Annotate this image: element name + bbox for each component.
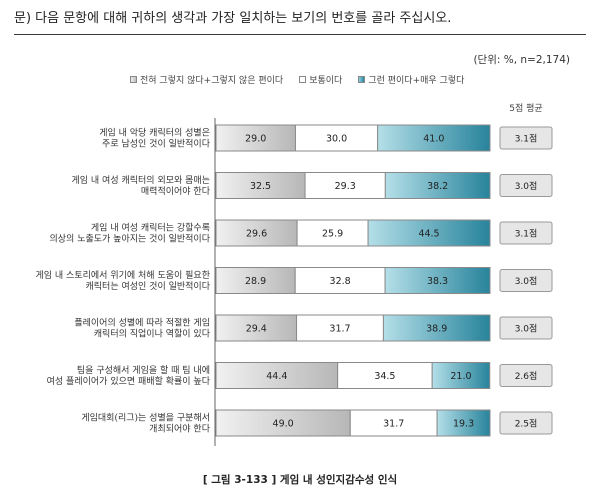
row-label-line: 주로 남성인 것이 일반적이다 [102,138,211,150]
row-label-line: 캐릭터는 여성인 것이 일반적이다 [85,280,210,292]
data-label-agree: 41.0 [423,134,444,145]
row-label-line: 캐릭터의 직업이나 역할이 있다 [94,328,211,340]
row-label-line: 팀을 구성해서 게임을 할 때 팀 내에 [77,364,210,376]
bar-segment-disagree [215,314,298,342]
chart-row: 팀을 구성해서 게임을 할 때 팀 내에 여성 플레이어가 있으면 패배할 확률이… [47,362,553,389]
bar-segment-neutral [349,409,438,437]
stacked-bar-chart: 게임 내 악당 캐릭터의 성별은 주로 남성인 것이 일반적이다 29.0 30.0 4… [36,118,553,446]
data-label-disagree: 44.4 [266,371,287,382]
unit-label: (단위: %, n=2,174) [473,54,570,66]
row-label-line: 게임 내 악당 캐릭터의 성별은 [99,127,210,139]
data-label-agree: 38.3 [427,276,448,287]
data-label-disagree: 29.0 [245,134,266,145]
legend-swatch-neutral [299,76,307,83]
bar-segment-disagree [215,267,296,294]
data-label-neutral: 32.8 [330,276,351,287]
row-label: 게임 내 여성 캐릭터의 외모와 몸매는 매력적이어야 한다 [71,174,210,197]
chart-row: 게임대회(리그)는 성별을 구분해서 개최되어야 한다 49.0 31.7 19.3 2.… [81,409,553,437]
mean-score-value: 2.6점 [515,370,538,382]
chart-row: 게임 내 여성 캐릭터는 강할수록 의상의 노출도가 높아지는 것이 일반적이다 2… [50,219,553,247]
data-label-agree: 44.5 [418,229,439,240]
mean-score-box [499,364,553,387]
row-label: 게임 내 악당 캐릭터의 성별은 주로 남성인 것이 일반적이다 [99,127,211,150]
chart-rows: 게임 내 악당 캐릭터의 성별은 주로 남성인 것이 일반적이다 29.0 30.0 4… [36,124,553,437]
legend-item-disagree: 전혀 그렇지 않다+그렇지 않은 편이다 [130,73,283,86]
row-label: 게임대회(리그)는 성별을 구분해서 개최되어야 한다 [81,412,210,435]
row-label: 게임 내 스토리에서 위기에 처해 도움이 필요한 캐릭터는 여성인 것이 일반적… [36,269,211,292]
mean-score-value: 3.0점 [515,180,538,192]
chart-row: 게임 내 여성 캐릭터의 외모와 몸매는 매력적이어야 한다 32.5 29.3 38.… [71,172,553,199]
row-label-line: 게임 내 여성 캐릭터는 강할수록 [91,222,210,234]
data-label-agree: 21.0 [450,371,471,382]
data-label-neutral: 34.5 [374,371,395,382]
bar-segment-agree [377,124,491,152]
bar-segment-disagree [215,219,298,247]
legend-label-agree: 그런 편이다+매우 그렇다 [368,76,465,86]
data-label-disagree: 29.6 [246,229,267,240]
mean-score-box [499,316,553,340]
bar-segment-neutral [294,267,386,294]
data-label-neutral: 31.7 [329,324,350,335]
mean-score-value: 2.5점 [515,418,538,430]
bar-segment-neutral [294,124,379,152]
bar-segment-disagree [215,362,339,389]
mean-score-value: 3.0점 [515,323,538,335]
row-label-line: 게임대회(리그)는 성별을 구분해서 [81,412,210,424]
chart-row: 게임 내 악당 캐릭터의 성별은 주로 남성인 것이 일반적이다 29.0 30.0 4… [99,124,553,152]
chart-row: 게임 내 스토리에서 위기에 처해 도움이 필요한 캐릭터는 여성인 것이 일반적… [36,267,553,294]
row-label: 플레이어의 성별에 따라 적절한 게임 캐릭터의 직업이나 역할이 있다 [74,317,210,340]
data-label-neutral: 30.0 [326,134,347,145]
data-label-agree: 38.2 [427,181,448,192]
bar-segment-neutral [337,362,433,389]
data-label-agree: 19.3 [453,419,474,430]
bar-segment-agree [382,314,491,342]
mean-score-box [499,126,553,150]
figure-caption: [ 그림 3-133 ] 게임 내 성인지감수성 인식 [202,474,398,486]
legend-item-agree: 그런 편이다+매우 그렇다 [358,73,464,86]
chart-legend: 전혀 그렇지 않다+그렇지 않은 편이다 보통이다 그런 편이다+매우 그렇다 [130,73,464,86]
row-label-line: 플레이어의 성별에 따라 적절한 게임 [74,317,210,329]
bar-segment-agree [431,362,491,389]
data-label-neutral: 29.3 [335,181,356,192]
mean-score-box [499,221,553,245]
row-label-line: 매력적이어야 한다 [141,185,211,197]
row-label: 게임 내 여성 캐릭터는 강할수록 의상의 노출도가 높아지는 것이 일반적이다 [50,222,211,245]
legend-label-neutral: 보통이다 [309,76,343,86]
row-label-line: 게임 내 스토리에서 위기에 처해 도움이 필요한 [36,269,211,281]
legend-swatch-disagree [130,76,137,83]
data-label-neutral: 31.7 [383,419,404,430]
bar-segment-disagree [215,409,351,437]
data-label-agree: 38.9 [426,324,447,335]
mean-score-value: 3.1점 [515,133,538,145]
bar-segment-agree [367,219,491,247]
row-label-line: 의상의 노출도가 높아지는 것이 일반적이다 [50,233,211,245]
row-label-line: 게임 내 여성 캐릭터의 외모와 몸매는 [71,174,210,186]
mean-score-box [499,411,553,435]
chart-row: 플레이어의 성별에 따라 적절한 게임 캐릭터의 직업이나 역할이 있다 29.4 3… [74,314,553,342]
mean-score-box [499,269,553,292]
legend-swatch-agree [358,76,366,83]
data-label-disagree: 28.9 [245,276,266,287]
mean-score-box [499,174,553,197]
data-label-disagree: 29.4 [246,324,267,335]
row-label-line: 여성 플레이어가 있으면 패배할 확률이 높다 [47,375,211,387]
data-label-disagree: 32.5 [250,181,271,192]
data-label-disagree: 49.0 [273,419,294,430]
data-label-neutral: 25.9 [322,229,343,240]
bar-segment-agree [384,172,491,199]
question-text: 문) 다음 문항에 대해 귀하의 생각과 가장 일치하는 보기의 번호를 골라 … [14,9,586,35]
bar-segment-agree [384,267,491,294]
bar-segment-neutral [296,314,384,342]
bar-segment-neutral [296,219,369,247]
legend-label-disagree: 전혀 그렇지 않다+그렇지 않은 편이다 [140,76,284,86]
mean-score-value: 3.1점 [515,228,538,240]
bar-segment-agree [436,409,491,437]
legend-item-neutral: 보통이다 [299,73,342,86]
row-label-line: 개최되어야 한다 [149,424,211,435]
bar-segment-disagree [215,124,296,152]
row-label: 팀을 구성해서 게임을 할 때 팀 내에 여성 플레이어가 있으면 패배할 확률이… [47,364,211,387]
mean-score-value: 3.0점 [515,275,538,287]
mean-score-header: 5점 평균 [509,104,543,114]
